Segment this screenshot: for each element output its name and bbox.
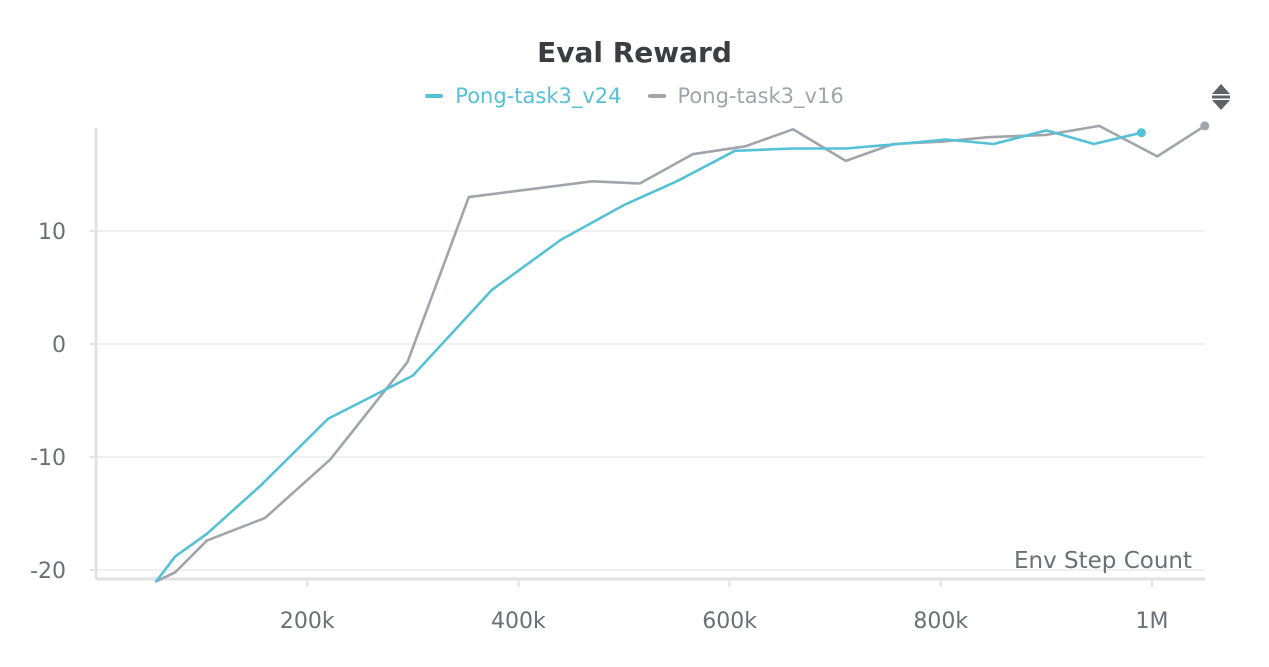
x-tick-label: 800k	[913, 609, 968, 634]
y-tick-label: -10	[30, 446, 66, 471]
legend-swatch-series-2	[647, 94, 666, 98]
legend-item-series-2[interactable]: Pong-task3_v16	[647, 84, 844, 108]
y-tick-label: 10	[38, 220, 66, 245]
expand-collapse-icon[interactable]	[1208, 82, 1234, 112]
x-tick-label: 1M	[1136, 609, 1169, 634]
legend: Pong-task3_v24 Pong-task3_v16	[0, 84, 1269, 108]
x-axis-label: Env Step Count	[1014, 548, 1192, 574]
x-tick-label: 200k	[280, 609, 335, 634]
x-tick-label: 400k	[491, 609, 546, 634]
series-endpoint-2	[1200, 121, 1210, 131]
y-tick-label: 0	[52, 333, 66, 358]
chart-title: Eval Reward	[537, 36, 732, 69]
y-tick-label: -20	[30, 559, 66, 584]
legend-item-series-1[interactable]: Pong-task3_v24	[425, 84, 622, 108]
legend-label-series-2: Pong-task3_v16	[677, 84, 844, 108]
legend-swatch-series-1	[425, 94, 444, 98]
series-line-2	[154, 124, 1207, 583]
series-line-1	[154, 129, 1143, 583]
x-tick-label: 600k	[702, 609, 757, 634]
series-endpoint-1	[1136, 128, 1146, 138]
legend-label-series-1: Pong-task3_v24	[455, 84, 622, 108]
